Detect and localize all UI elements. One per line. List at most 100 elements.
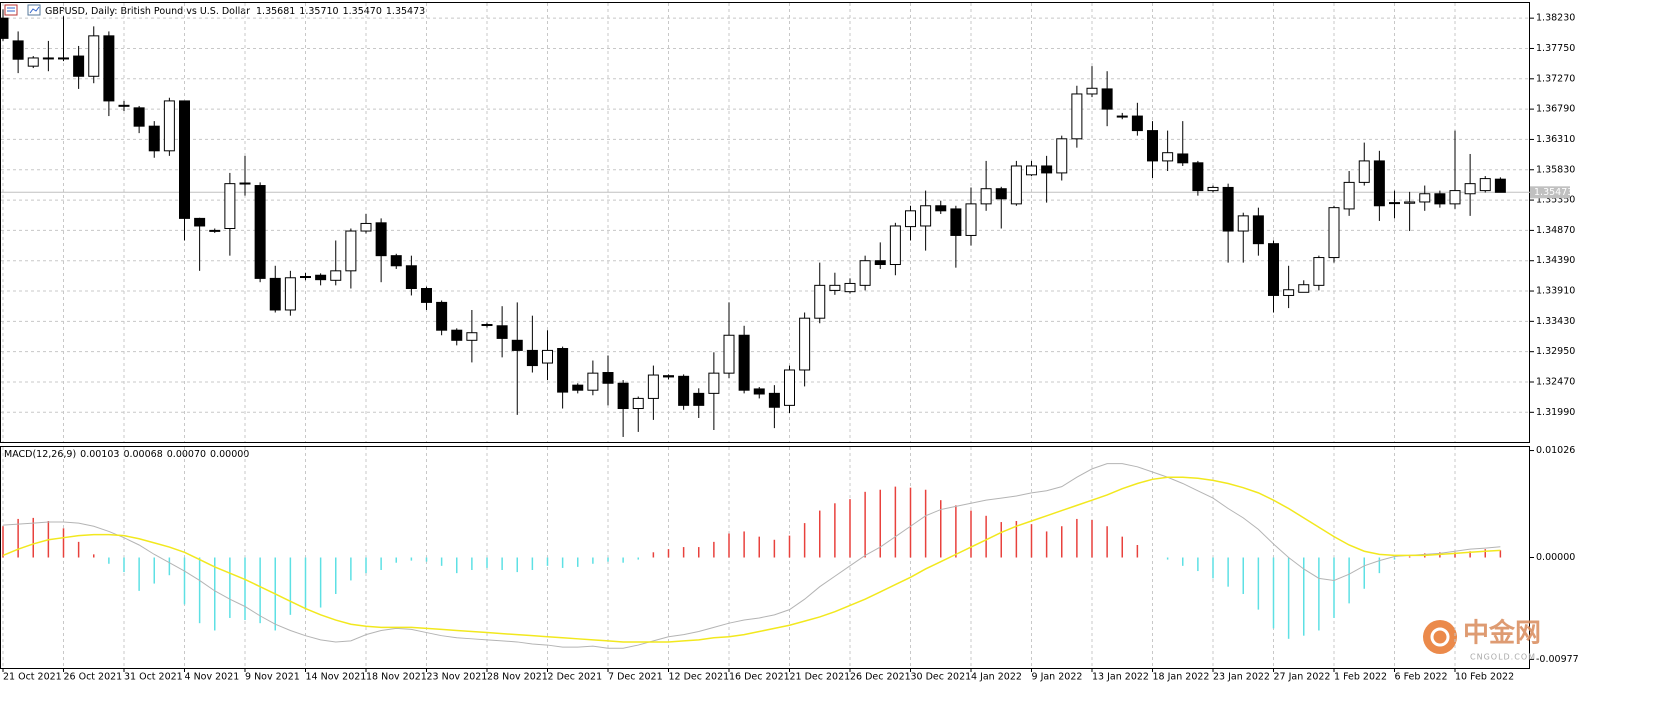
macd-panel xyxy=(0,446,1530,669)
candle-body xyxy=(300,276,311,279)
candle-body xyxy=(784,369,795,406)
candle-body xyxy=(1071,93,1083,140)
candle-body xyxy=(42,57,54,60)
candle-body xyxy=(572,384,584,391)
candle-body xyxy=(1298,284,1310,293)
candle-body xyxy=(1373,160,1385,207)
candle-body xyxy=(1041,165,1053,174)
candle-body xyxy=(345,230,357,272)
candle-body xyxy=(1419,193,1431,203)
x-tick-label: 18 Nov 2021 xyxy=(366,672,427,683)
candle-body xyxy=(0,17,9,39)
candle-body xyxy=(1328,207,1340,259)
y-tick-label: 1.36310 xyxy=(1536,134,1575,145)
candle-body xyxy=(1116,115,1128,118)
y-tick-label: 1.38230 xyxy=(1536,13,1575,24)
candle-body xyxy=(542,349,553,364)
y-tick-label: -0.00977 xyxy=(1536,654,1579,665)
candle-body xyxy=(209,229,221,232)
header-value: 1.35710 xyxy=(299,6,338,17)
y-tick-label: 1.34390 xyxy=(1536,255,1575,266)
candle-body xyxy=(829,284,841,291)
candle-body xyxy=(708,372,720,394)
candle-body xyxy=(194,217,206,227)
x-tick-label: 23 Nov 2021 xyxy=(427,672,488,683)
x-tick-label: 27 Jan 2022 xyxy=(1274,672,1331,683)
candle-body xyxy=(678,375,690,406)
candle-body xyxy=(224,183,236,230)
candle-body xyxy=(1343,181,1355,210)
candle-body xyxy=(1494,178,1506,193)
candle-body xyxy=(859,260,871,286)
candle-body xyxy=(466,332,478,341)
x-tick-label: 10 Feb 2022 xyxy=(1455,672,1514,683)
header-value: 1.35470 xyxy=(343,6,382,17)
candle-body xyxy=(58,57,69,60)
candle-body xyxy=(269,277,281,311)
candle-body xyxy=(950,208,962,236)
candle-body xyxy=(632,397,644,410)
candle-body xyxy=(995,188,1007,200)
candle-body xyxy=(1449,190,1461,205)
candle-body xyxy=(1086,87,1098,95)
x-tick-label: 16 Dec 2021 xyxy=(729,672,790,683)
header-value: 1.35473 xyxy=(386,6,425,17)
candle-body xyxy=(375,222,387,257)
x-tick-label: 12 Dec 2021 xyxy=(669,672,730,683)
x-tick-label: 2 Dec 2021 xyxy=(548,672,603,683)
candle-body xyxy=(88,35,100,77)
x-tick-label: 23 Jan 2022 xyxy=(1213,672,1270,683)
y-tick-label: 1.35350 xyxy=(1536,195,1575,206)
candle-body xyxy=(163,100,175,152)
candle-body xyxy=(1479,178,1491,192)
y-tick-label: 1.31990 xyxy=(1536,407,1575,418)
watermark: 中金网 CNGOLD.COM xyxy=(1423,618,1541,662)
candle-body xyxy=(315,274,327,281)
candle-body xyxy=(103,35,115,102)
candle-body xyxy=(889,225,901,266)
candle-body xyxy=(874,260,886,266)
candle-body xyxy=(814,284,826,319)
candle-body xyxy=(799,317,811,371)
y-tick-label: 1.33430 xyxy=(1536,316,1575,327)
candle-body xyxy=(481,324,493,327)
last-price-box xyxy=(1530,186,1570,199)
watermark-name: 中金网 xyxy=(1463,618,1541,649)
candle-body xyxy=(179,100,190,219)
candle-body xyxy=(905,210,916,228)
candle-body xyxy=(935,205,947,212)
header-value: 0.00000 xyxy=(210,449,249,460)
candle-body xyxy=(768,392,780,408)
y-tick-label: 1.36790 xyxy=(1536,104,1575,115)
candle-body xyxy=(1389,202,1400,205)
x-tick-label: 14 Nov 2021 xyxy=(306,672,367,683)
chart-title: GBPUSD, Daily: British Pound vs U.S. Dol… xyxy=(45,6,250,17)
candle-body xyxy=(360,222,372,232)
candle-body xyxy=(753,388,765,395)
price-panel xyxy=(0,2,1530,443)
y-tick-label: 1.32470 xyxy=(1536,376,1575,387)
x-tick-label: 26 Oct 2021 xyxy=(64,672,123,683)
header-value: 0.00070 xyxy=(167,449,206,460)
candle-body xyxy=(693,392,705,406)
candle-body xyxy=(1237,215,1249,232)
chart-header: GBPUSD, Daily: British Pound vs U.S. Dol… xyxy=(45,6,425,17)
header-value: 1.35681 xyxy=(256,6,295,17)
candle-body xyxy=(73,55,85,77)
watermark-site: CNGOLD.COM xyxy=(1470,653,1536,662)
y-tick-label: 1.32950 xyxy=(1536,346,1575,357)
candle-body xyxy=(617,382,629,410)
y-tick-label: 0.00000 xyxy=(1536,552,1575,563)
icon xyxy=(29,6,40,14)
candle-body xyxy=(1147,130,1158,162)
x-tick-label: 31 Oct 2021 xyxy=(124,672,183,683)
x-tick-label: 7 Dec 2021 xyxy=(608,672,663,683)
candle-body xyxy=(723,334,735,374)
header-value: 0.00068 xyxy=(123,449,162,460)
indicator-line xyxy=(2,463,1501,649)
x-tick-label: 9 Jan 2022 xyxy=(1032,672,1083,683)
last-price-label: 1.35473 xyxy=(1534,187,1573,198)
candle-body xyxy=(1404,201,1416,204)
